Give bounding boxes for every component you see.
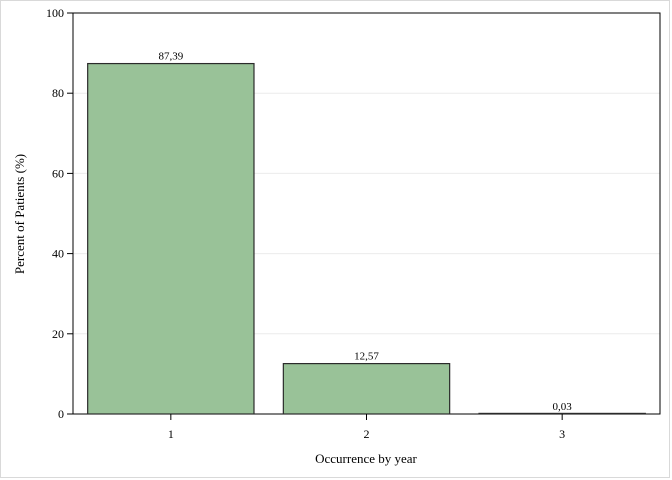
y-tick-label: 20: [52, 327, 64, 341]
bar: [87, 62, 255, 415]
y-tick-label: 80: [52, 86, 64, 100]
y-tick-label: 60: [52, 166, 64, 180]
x-axis: 1 2 3: [168, 414, 565, 441]
x-tick-label: 3: [559, 427, 565, 441]
x-tick-label: 1: [168, 427, 174, 441]
y-tick-label: 40: [52, 247, 64, 261]
bar-value-label: 87,39: [158, 51, 183, 63]
x-axis-title: Occurrence by year: [315, 451, 417, 466]
bar: [478, 412, 646, 415]
y-tick-label: 0: [58, 407, 64, 421]
x-tick-label: 2: [364, 427, 370, 441]
bar-value-label: 12,57: [354, 351, 379, 363]
y-tick-label: 100: [46, 6, 64, 20]
y-axis: 0 20 40 60 80 100: [46, 6, 73, 421]
bar-value-label: 0,03: [553, 401, 573, 413]
y-axis-title: Percent of Patients (%): [12, 154, 27, 274]
bars: 87,39 12,57 0,03: [87, 51, 646, 415]
bar: [282, 362, 451, 415]
